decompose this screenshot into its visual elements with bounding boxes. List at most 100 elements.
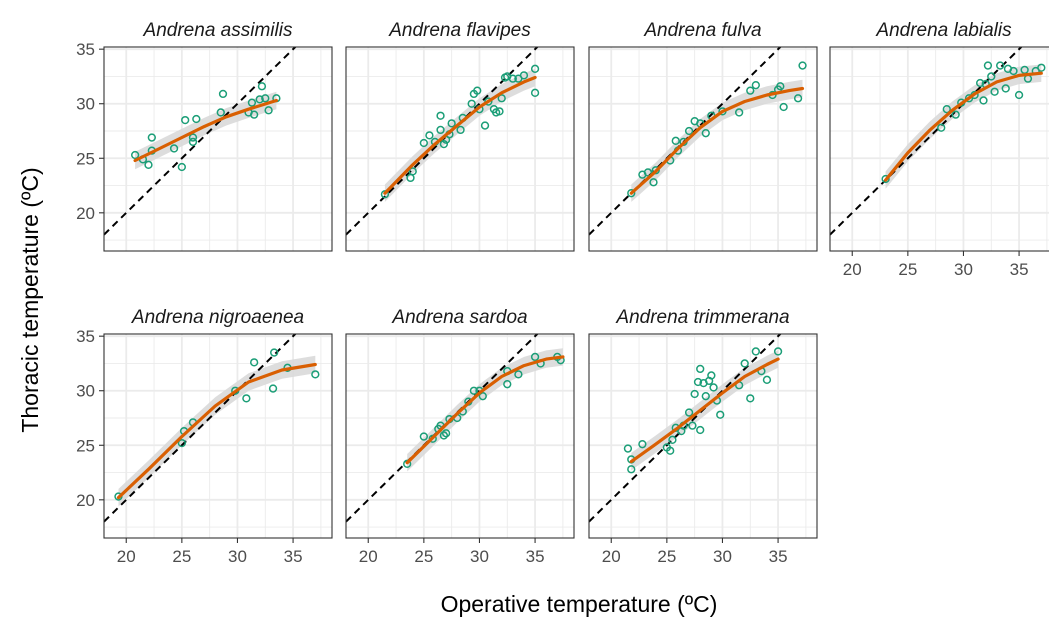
data-point [439, 139, 449, 149]
x-tick-label: 30 [954, 260, 973, 279]
panel-border [829, 46, 1049, 252]
y-tick-label: 25 [76, 149, 95, 168]
data-point [746, 86, 755, 95]
reference-line [104, 334, 297, 523]
data-point [469, 386, 479, 395]
data-point [242, 394, 251, 403]
confidence-ribbon [118, 355, 316, 507]
facet-title: Andrena sardoa [391, 307, 527, 328]
facet-panel: Andrena trimmerana 20 25 30 35 [588, 307, 818, 566]
smooth-curve [133, 98, 278, 163]
data-point [508, 74, 517, 83]
data-point [975, 78, 985, 88]
x-tick-label: 35 [284, 547, 303, 566]
data-point [380, 190, 390, 199]
facet-title: Andrena nigroaenea [131, 307, 304, 328]
panel-content [589, 334, 783, 523]
confidence-ribbon [384, 68, 536, 202]
facet-title: Andrena trimmerana [615, 307, 789, 328]
data-point [130, 150, 140, 160]
data-point [497, 94, 506, 103]
y-tick-label: 35 [76, 40, 95, 59]
data-point [740, 359, 749, 368]
data-point [983, 61, 993, 70]
data-point [707, 371, 716, 380]
panel-border [588, 333, 818, 539]
data-point [257, 82, 267, 91]
smooth-curve [116, 362, 317, 500]
panel-border [345, 46, 575, 252]
panel-background [104, 47, 332, 251]
data-point [255, 95, 264, 104]
facet-title: Andrena fulva [643, 20, 761, 41]
data-point [447, 119, 456, 128]
data-point [773, 347, 783, 356]
x-tick-label: 35 [1010, 260, 1029, 279]
data-point [514, 370, 523, 379]
data-point [1001, 84, 1010, 93]
data-point [942, 105, 951, 114]
data-point [762, 375, 772, 384]
data-point [716, 410, 725, 419]
panel-border [345, 333, 575, 539]
data-point [181, 115, 190, 125]
panel-content [589, 47, 807, 236]
x-tick-label: 25 [172, 547, 191, 566]
data-point [436, 125, 445, 135]
data-point [688, 421, 697, 430]
smooth-curve [629, 86, 805, 195]
x-tick-label: 30 [470, 547, 489, 566]
y-tick-label: 30 [76, 95, 95, 114]
x-tick-label: 25 [657, 547, 676, 566]
data-point [503, 380, 512, 389]
data-point [441, 429, 451, 438]
data-point [951, 110, 960, 119]
x-tick-label: 35 [769, 547, 788, 566]
x-tick-label: 35 [526, 547, 545, 566]
data-point [188, 133, 198, 142]
data-point [701, 129, 710, 138]
data-point [403, 459, 412, 468]
data-point [701, 392, 710, 401]
smooth-curve [629, 357, 780, 464]
data-point [666, 446, 675, 455]
data-point [684, 126, 694, 136]
data-point [480, 121, 490, 130]
data-point [188, 137, 198, 147]
y-tick-label: 35 [76, 327, 95, 346]
smooth-curve [884, 71, 1043, 182]
data-point [270, 348, 279, 357]
data-point [249, 358, 259, 367]
facet-panels: Andrena assimilis 20 25 30 35 Andrena flavipe… [76, 20, 1049, 566]
data-point [690, 389, 699, 399]
data-point [798, 61, 807, 70]
facet-title: Andrena assimilis [143, 20, 293, 41]
data-point [987, 72, 996, 81]
facet-title: Andrena flavipes [388, 20, 531, 41]
data-point [261, 94, 270, 103]
panel-background [346, 47, 574, 251]
data-point [1037, 63, 1046, 72]
data-point [425, 131, 434, 140]
data-point [684, 408, 694, 417]
data-point [436, 111, 445, 120]
data-point [776, 82, 785, 91]
data-point [169, 144, 179, 153]
facet-panel: Andrena sardoa 20 25 30 35 [345, 307, 575, 566]
data-point [467, 99, 476, 108]
x-tick-label: 25 [898, 260, 917, 279]
panel-content [346, 47, 540, 236]
data-point [247, 98, 257, 107]
panel-border [588, 46, 818, 252]
data-point [651, 166, 660, 175]
data-point [519, 71, 529, 80]
data-point [693, 377, 703, 387]
data-point [709, 383, 718, 392]
data-point [495, 107, 504, 116]
smooth-curve [405, 355, 565, 465]
data-point [996, 61, 1005, 70]
panel-background [589, 47, 817, 251]
data-point [268, 384, 278, 393]
facet-panel: Andrena flavipes [345, 20, 575, 252]
